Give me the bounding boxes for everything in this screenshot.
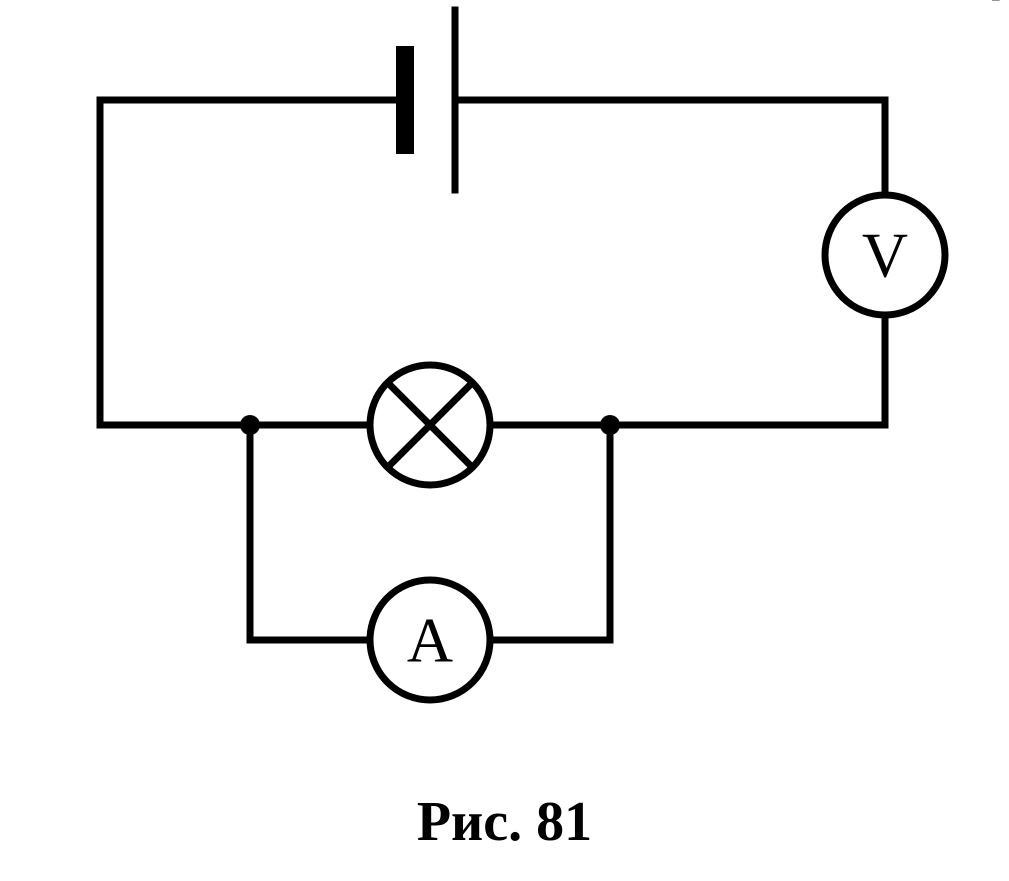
svg-text:A: A <box>407 605 453 676</box>
ammeter: A <box>370 580 490 700</box>
figure-caption: Рис. 81 <box>0 790 1009 854</box>
lamp <box>370 365 490 485</box>
svg-text:V: V <box>862 220 908 291</box>
circuit-diagram: VA <box>0 0 1009 881</box>
voltmeter: V <box>825 195 945 315</box>
watermark-text: ©5terka.com <box>987 0 1005 2</box>
